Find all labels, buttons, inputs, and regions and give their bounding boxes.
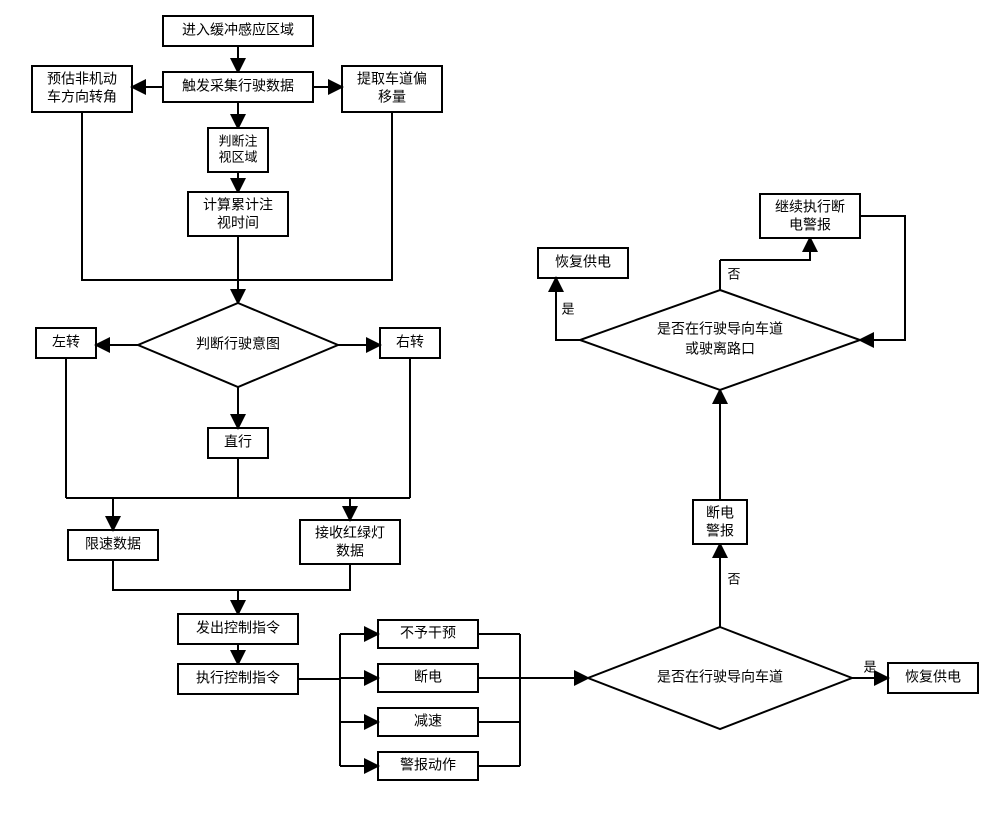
svg-text:右转: 右转 — [396, 334, 424, 350]
svg-text:移量: 移量 — [378, 89, 406, 105]
edge-yes-2: 是 — [561, 301, 574, 316]
edge-yes-1: 是 — [863, 659, 876, 674]
node-trigger-collect-label: 触发采集行驶数据 — [182, 78, 294, 94]
svg-text:计算累计注: 计算累计注 — [203, 197, 273, 213]
svg-text:预估非机动: 预估非机动 — [47, 71, 117, 87]
svg-text:或驶离路口: 或驶离路口 — [685, 341, 755, 357]
flowchart: 进入缓冲感应区域 触发采集行驶数据 预估非机动 车方向转角 提取车道偏 移量 判… — [0, 0, 1000, 827]
svg-text:左转: 左转 — [52, 334, 80, 350]
svg-text:数据: 数据 — [336, 543, 364, 559]
svg-text:直行: 直行 — [224, 434, 252, 450]
svg-text:视区域: 视区域 — [218, 149, 257, 164]
svg-text:警报: 警报 — [706, 523, 734, 539]
svg-text:恢复供电: 恢复供电 — [555, 254, 611, 270]
svg-text:限速数据: 限速数据 — [85, 536, 141, 552]
edge-no-1: 否 — [727, 571, 740, 586]
node-enter-buffer-label: 进入缓冲感应区域 — [182, 22, 294, 38]
svg-text:是否在行驶导向车道: 是否在行驶导向车道 — [657, 321, 783, 337]
edge-no-2: 否 — [727, 266, 740, 281]
svg-text:判断行驶意图: 判断行驶意图 — [196, 336, 280, 352]
svg-text:是否在行驶导向车道: 是否在行驶导向车道 — [657, 669, 783, 685]
svg-text:发出控制指令: 发出控制指令 — [196, 620, 280, 636]
svg-text:判断注: 判断注 — [218, 133, 257, 148]
svg-text:断电: 断电 — [706, 505, 734, 521]
svg-text:视时间: 视时间 — [217, 215, 259, 231]
svg-text:减速: 减速 — [414, 713, 442, 729]
svg-text:继续执行断: 继续执行断 — [775, 199, 845, 215]
svg-text:接收红绿灯: 接收红绿灯 — [315, 525, 385, 541]
svg-text:电警报: 电警报 — [789, 217, 831, 233]
svg-text:警报动作: 警报动作 — [400, 757, 456, 773]
svg-text:提取车道偏: 提取车道偏 — [357, 71, 427, 87]
svg-text:车方向转角: 车方向转角 — [47, 89, 117, 105]
svg-text:不予干预: 不予干预 — [400, 625, 456, 641]
svg-text:断电: 断电 — [414, 669, 442, 685]
svg-text:执行控制指令: 执行控制指令 — [196, 670, 280, 686]
svg-text:恢复供电: 恢复供电 — [905, 669, 961, 685]
